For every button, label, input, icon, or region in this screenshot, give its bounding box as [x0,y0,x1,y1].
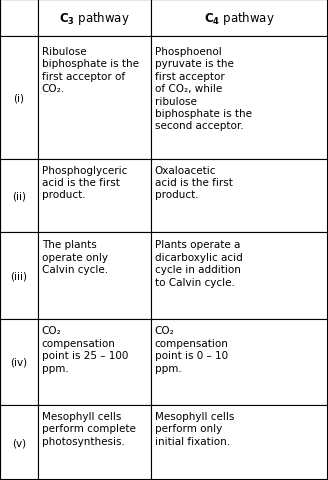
Text: Phosphoenol
pyruvate is the
first acceptor
of CO₂, while
ribulose
biphosphate is: Phosphoenol pyruvate is the first accept… [155,47,252,131]
Bar [151,405,328,480]
Text: (iv): (iv) [10,357,28,367]
Text: $\mathbf{C_4}$ pathway: $\mathbf{C_4}$ pathway [204,10,275,27]
Bar [0,37,38,159]
Text: (iii): (iii) [10,271,27,281]
Text: The plants
operate only
Calvin cycle.: The plants operate only Calvin cycle. [42,240,108,275]
Text: Ribulose
biphosphate is the
first acceptor of
CO₂.: Ribulose biphosphate is the first accept… [42,47,139,94]
Text: $\mathbf{C_3}$ pathway: $\mathbf{C_3}$ pathway [59,10,130,27]
Text: (v): (v) [12,437,26,447]
Bar [151,37,328,159]
Bar [38,233,151,319]
Text: Plants operate a
dicarboxylic acid
cycle in addition
to Calvin cycle.: Plants operate a dicarboxylic acid cycle… [155,240,243,287]
Bar [151,319,328,405]
Bar [151,159,328,233]
Bar [151,0,328,37]
Bar [0,0,38,37]
Text: Oxaloacetic
acid is the first
product.: Oxaloacetic acid is the first product. [155,165,233,200]
Bar [38,37,151,159]
Text: (i): (i) [13,93,24,103]
Bar [0,233,38,319]
Bar [38,319,151,405]
Text: (ii): (ii) [12,191,26,201]
Text: CO₂
compensation
point is 25 – 100
ppm.: CO₂ compensation point is 25 – 100 ppm. [42,326,128,373]
Bar [0,405,38,480]
Bar [0,159,38,233]
Text: CO₂
compensation
point is 0 – 10
ppm.: CO₂ compensation point is 0 – 10 ppm. [155,326,229,373]
Bar [38,405,151,480]
Text: Mesophyll cells
perform only
initial fixation.: Mesophyll cells perform only initial fix… [155,411,234,445]
Bar [0,319,38,405]
Bar [38,0,151,37]
Text: Phosphoglyceric
acid is the first
product.: Phosphoglyceric acid is the first produc… [42,165,127,200]
Bar [38,159,151,233]
Bar [151,233,328,319]
Text: Mesophyll cells
perform complete
photosynthesis.: Mesophyll cells perform complete photosy… [42,411,135,445]
